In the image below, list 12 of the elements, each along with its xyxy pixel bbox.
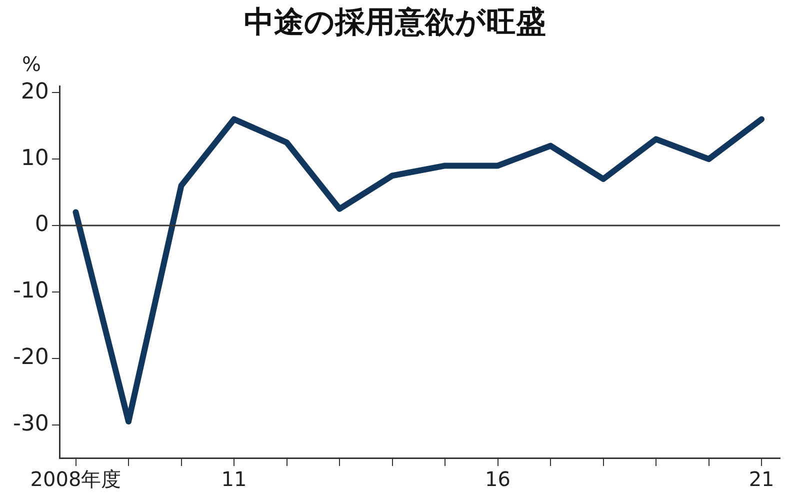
y-tick-label: -10: [12, 278, 49, 304]
x-tick-label: 2008年度: [30, 467, 122, 492]
chart-title: 中途の採用意欲が旺盛: [244, 4, 546, 40]
y-tick-label: 20: [20, 79, 49, 104]
y-tick-label: 10: [20, 146, 49, 171]
y-tick-label: -20: [12, 345, 49, 370]
x-tick-label: 11: [221, 467, 247, 492]
x-tick-label: 21: [748, 467, 774, 492]
y-tick-label: -30: [12, 412, 49, 437]
y-tick-label: 0: [34, 212, 49, 238]
y-axis-title: %: [22, 52, 42, 76]
x-tick-label: 16: [485, 467, 510, 492]
